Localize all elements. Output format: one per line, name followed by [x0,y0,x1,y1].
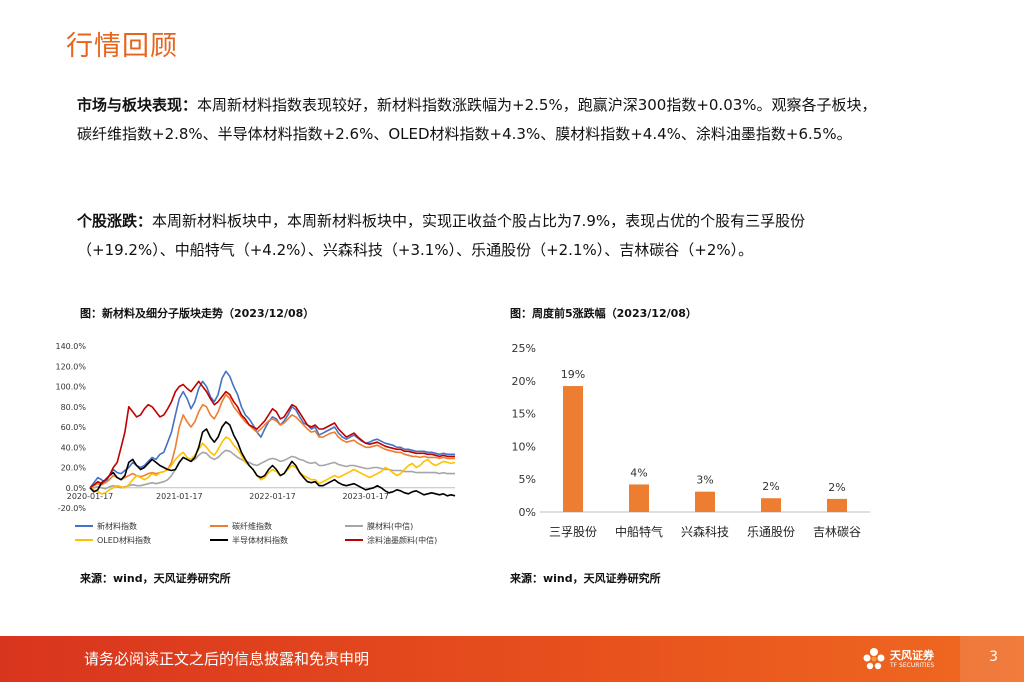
legend-label: 涂料油墨颜料(中信) [367,535,437,545]
y-tick-label: -20.0% [58,504,87,513]
y-tick-label: 0.0% [66,484,87,493]
y-tick-label: 140.0% [55,342,86,351]
stock-text: 本周新材料板块中，本周新材料板块中，实现正收益个股占比为7.9%，表现占优的个股… [77,212,806,259]
chart1-caption: 图：新材料及细分子版块走势（2023/12/08） [80,307,315,320]
market-text: 本周新材料指数表现较好，新材料指数涨跌幅为+2.5%，跑赢沪深300指数+0.0… [77,96,877,143]
bar-value-label: 19% [561,368,585,381]
logo-subtitle: TF SECURITIES [890,662,935,669]
category-label: 中船特气 [615,524,663,539]
category-label: 三孚股份 [549,525,597,539]
bar-value-label: 3% [696,474,713,487]
y-tick-label: 15% [512,408,536,421]
bar-value-label: 2% [762,480,779,493]
company-logo: 天风证券 TF SECURITIES [862,644,942,676]
series-line [89,436,456,495]
line-chart: 140.0% 120.0% 100.0% 80.0% 60.0% 40.0% 20.0% 0.… [55,342,456,545]
x-tick-label: 2021-01-17 [156,492,203,501]
stock-paragraph: 个股涨跌：本周新材料板块中，本周新材料板块中，实现正收益个股占比为7.9%，表现… [77,207,877,265]
logo-name: 天风证券 [890,649,934,662]
category-label: 兴森科技 [681,524,729,539]
y-tick-label: 40.0% [61,443,87,452]
series-line [90,449,455,490]
bar-chart: 25% 20% 15% 10% 5% 0% 19% 三孚股份 4% 中船特气 3% 兴森科技 2% 乐通股… [512,342,870,539]
series-line [89,380,455,489]
y-tick-label: 20.0% [61,464,87,473]
category-label: 乐通股份 [747,525,795,539]
y-tick-label: 5% [519,473,536,486]
y-tick-label: 80.0% [61,403,87,412]
corner-panel [960,636,1024,682]
x-tick-label: 2020-01-17 [67,492,114,501]
series-line [89,370,455,489]
y-tick-label: 25% [512,342,536,355]
series-line [89,421,456,497]
disclaimer-text: 请务必阅读正文之后的信息披露和免责申明 [84,650,370,668]
bar [695,491,715,512]
legend-label: 膜材料(中信) [367,521,413,531]
y-tick-label: 100.0% [55,383,86,392]
footer-bar: 请务必阅读正文之后的信息披露和免责申明 天风证券 TF SECURITIES 3 [0,636,1024,682]
bar [761,498,781,512]
y-tick-label: 60.0% [61,423,87,432]
y-tick-label: 10% [512,440,536,453]
bar [563,386,583,512]
page-title: 行情回顾 [66,31,178,62]
series-line [89,393,455,489]
legend-label: 半导体材料指数 [232,535,288,545]
chart1-source: 来源：wind，天风证券研究所 [80,572,231,585]
legend-label: OLED材料指数 [97,535,151,545]
bar [629,484,649,512]
legend-label: 碳纤维指数 [232,521,272,531]
x-tick-label: 2022-01-17 [249,492,296,501]
y-tick-label: 0% [519,506,536,519]
chart2-source: 来源：wind，天风证券研究所 [510,572,661,585]
bar-value-label: 4% [630,466,647,479]
category-label: 吉林碳谷 [813,525,861,539]
x-tick-label: 2023-01-17 [342,492,389,501]
chart2-caption: 图：周度前5涨跌幅（2023/12/08） [510,307,697,320]
page-number: 3 [989,649,998,665]
legend-label: 新材料指数 [97,521,137,531]
market-paragraph: 市场与板块表现：本周新材料指数表现较好，新材料指数涨跌幅为+2.5%，跑赢沪深3… [77,91,877,149]
stock-label: 个股涨跌： [77,212,153,230]
y-tick-label: 120.0% [55,362,86,371]
y-tick-label: 20% [512,375,536,388]
bar-value-label: 2% [828,481,845,494]
bar [827,498,847,512]
market-label: 市场与板块表现： [77,96,198,114]
flower-logo-icon [863,648,885,670]
